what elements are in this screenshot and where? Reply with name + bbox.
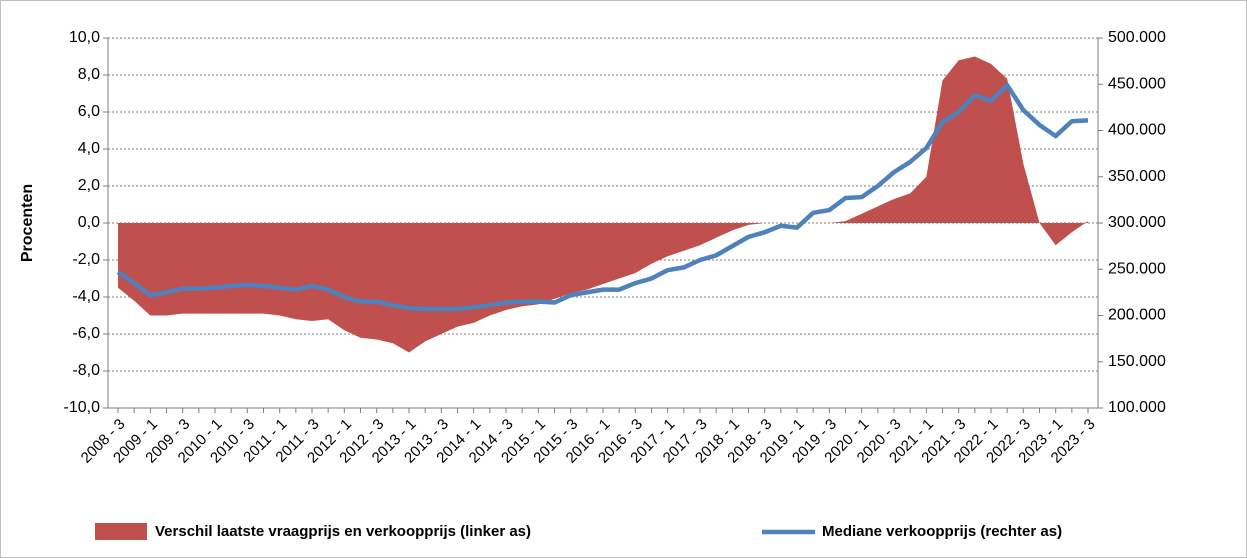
legend-swatch xyxy=(95,523,147,540)
y2-tick-label: 350.000 xyxy=(1108,168,1166,185)
area xyxy=(118,56,1088,353)
y-tick-label: 10,0 xyxy=(69,29,100,46)
y-tick-label: 0,0 xyxy=(78,214,100,231)
line xyxy=(116,82,1089,312)
legend-label: Mediane verkoopprijs (rechter as) xyxy=(822,523,1062,540)
y-tick-label: -6,0 xyxy=(72,325,100,342)
y-tick-label: -8,0 xyxy=(72,362,100,379)
y-tick-label: 8,0 xyxy=(78,66,100,83)
y2-tick-label: 300.000 xyxy=(1108,214,1166,231)
y-tick-label: 2,0 xyxy=(78,177,100,194)
y-tick-label: 4,0 xyxy=(78,140,100,157)
y2-tick-label: 450.000 xyxy=(1108,75,1166,92)
y2-tick-label: 150.000 xyxy=(1108,353,1166,370)
y2-tick-label: 200.000 xyxy=(1108,307,1166,324)
y2-tick-label: 400.000 xyxy=(1108,122,1166,139)
y2-tick-label: 500.000 xyxy=(1108,29,1166,46)
y2-tick-label: 100.000 xyxy=(1108,399,1166,416)
y-tick-label: -2,0 xyxy=(72,251,100,268)
y-tick-label: 6,0 xyxy=(78,103,100,120)
y-tick-label: -4,0 xyxy=(72,288,100,305)
y2-tick-label: 250.000 xyxy=(1108,260,1166,277)
legend-label: Verschil laatste vraagprijs en verkooppr… xyxy=(155,523,531,540)
y-tick-label: -10,0 xyxy=(64,399,101,416)
y-axis-label: Procenten xyxy=(19,184,36,262)
